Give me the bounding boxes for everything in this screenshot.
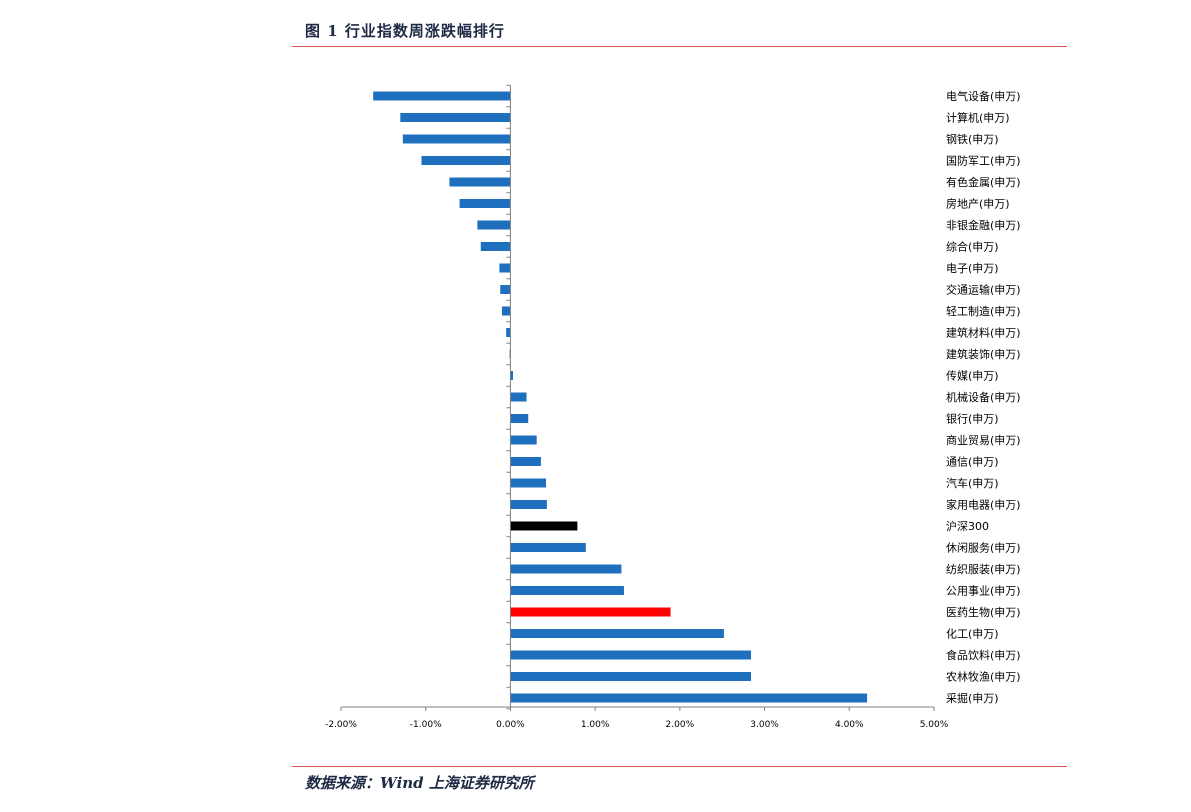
category-label: 汽车(申万) [946, 476, 999, 490]
bar [506, 328, 511, 337]
category-label: 计算机(申万) [946, 111, 1010, 125]
bar [500, 285, 511, 294]
category-label: 房地产(申万) [946, 197, 1010, 211]
bar [499, 263, 511, 273]
bar [449, 177, 511, 187]
category-label: 电气设备(申万) [946, 89, 1021, 103]
bar [400, 113, 511, 122]
category-label: 银行(申万) [946, 412, 999, 426]
bar [477, 220, 511, 230]
category-label: 轻工制造(申万) [946, 304, 1021, 318]
category-label: 休闲服务(申万) [946, 541, 1021, 555]
category-label: 电子(申万) [946, 262, 999, 275]
category-label: 采掘(申万) [946, 691, 999, 705]
bar [510, 457, 541, 466]
category-label: 有色金属(申万) [946, 175, 1021, 189]
category-label: 家用电器(申万) [946, 498, 1021, 512]
x-tick-label: 3.00% [750, 720, 779, 730]
bar [510, 500, 547, 509]
x-tick-label: 0.00% [496, 720, 525, 730]
bar [510, 435, 537, 445]
bar [421, 156, 511, 165]
bar [510, 629, 724, 638]
bar [510, 564, 622, 574]
bar [510, 607, 671, 617]
category-label: 商业贸易(申万) [946, 433, 1021, 447]
bar [510, 392, 527, 402]
x-tick-label: 2.00% [666, 720, 695, 730]
x-tick-label: 1.00% [581, 720, 610, 730]
bar [510, 521, 578, 531]
title-divider [292, 46, 1067, 47]
category-label: 农林牧渔(申万) [946, 670, 1021, 684]
category-label: 建筑装饰(申万) [946, 347, 1021, 361]
category-label: 化工(申万) [946, 627, 999, 641]
source-divider [292, 766, 1067, 767]
data-source-note: 数据来源：Wind 上海证券研究所 [305, 774, 534, 792]
bar [510, 693, 868, 703]
bar [459, 199, 511, 208]
bar [510, 371, 513, 380]
category-label: 食品饮料(申万) [946, 648, 1021, 662]
x-tick-label: 5.00% [920, 720, 949, 730]
category-label: 建筑材料(申万) [946, 326, 1021, 340]
bar [510, 478, 547, 488]
bar [480, 242, 511, 251]
bar [501, 306, 511, 316]
category-label: 综合(申万) [946, 240, 999, 254]
category-label: 国防军工(申万) [946, 154, 1021, 168]
bar [510, 543, 586, 552]
bar [510, 650, 752, 660]
category-label: 公用事业(申万) [946, 585, 1021, 598]
category-label: 纺织服装(申万) [946, 562, 1021, 576]
x-tick-label: -2.00% [325, 720, 357, 730]
bar [510, 586, 624, 595]
category-label: 交通运输(申万) [946, 283, 1021, 297]
category-label: 通信(申万) [946, 456, 999, 469]
x-tick-label: 4.00% [835, 720, 864, 730]
category-label: 非银金融(申万) [946, 218, 1021, 232]
category-label: 钢铁(申万) [946, 133, 999, 146]
category-label: 传媒(申万) [946, 370, 999, 383]
bar [510, 414, 529, 423]
category-label: 沪深300 [946, 519, 989, 533]
x-tick-label: -1.00% [410, 720, 442, 730]
bar [510, 672, 752, 681]
figure-title: 图 1 行业指数周涨跌幅排行 [305, 22, 505, 40]
bar [402, 134, 511, 144]
bar [373, 91, 511, 101]
category-label: 医药生物(申万) [946, 605, 1021, 619]
category-label: 机械设备(申万) [946, 390, 1021, 404]
